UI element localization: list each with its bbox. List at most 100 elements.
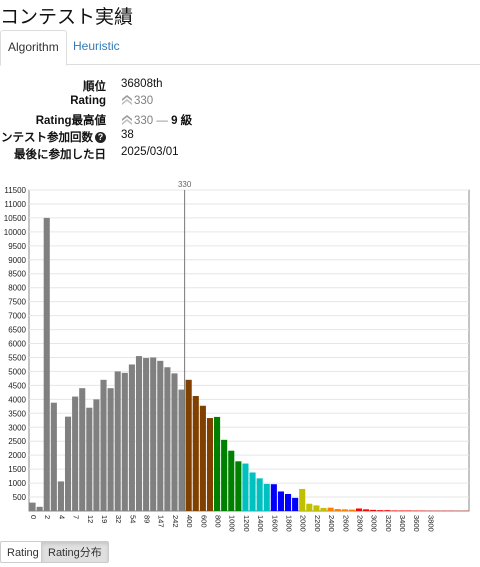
y-tick-label: 3500 xyxy=(8,409,26,418)
rank-chevron-icon xyxy=(122,95,132,105)
histogram-bar xyxy=(327,507,334,511)
distribution-button[interactable]: Rating分布 xyxy=(41,541,109,563)
question-icon[interactable]: ? xyxy=(95,132,106,143)
y-tick-label: 1500 xyxy=(8,465,26,474)
x-tick-label: 2200 xyxy=(313,515,322,532)
histogram-bar xyxy=(214,416,221,511)
histogram-bar xyxy=(263,483,270,511)
y-tick-label: 11000 xyxy=(4,200,26,209)
histogram-bar xyxy=(114,371,121,511)
histogram-bar xyxy=(313,505,320,511)
histogram-bar xyxy=(185,379,192,511)
histogram-bar xyxy=(178,389,185,511)
histogram-bar xyxy=(370,509,377,511)
histogram-bar xyxy=(43,217,50,511)
y-tick-label: 10000 xyxy=(4,228,27,237)
tab-heuristic[interactable]: Heuristic xyxy=(73,39,120,53)
histogram-bar xyxy=(277,491,284,511)
histogram-bar xyxy=(221,439,228,511)
histogram-bar xyxy=(384,510,391,511)
histogram-bar xyxy=(107,388,114,511)
x-tick-label: 12 xyxy=(86,515,95,523)
y-tick-label: 2500 xyxy=(8,437,26,446)
x-tick-label: 400 xyxy=(185,515,194,528)
rating-label: Rating xyxy=(70,95,106,107)
x-tick-label: 3800 xyxy=(426,515,435,532)
y-tick-label: 2000 xyxy=(8,451,26,460)
y-tick-label: 500 xyxy=(13,493,27,502)
histogram-bar xyxy=(121,372,128,511)
histogram-bar xyxy=(270,484,277,511)
histogram-bar xyxy=(299,488,306,511)
tab-algorithm[interactable]: Algorithm xyxy=(0,30,67,66)
rank-chevron-icon xyxy=(122,115,132,125)
x-tick-label: 3400 xyxy=(398,515,407,532)
x-tick-label: 2 xyxy=(43,515,52,519)
rating-button[interactable]: Rating xyxy=(0,541,46,563)
x-tick-label: 2600 xyxy=(341,515,350,532)
histogram-bar xyxy=(171,373,178,511)
x-tick-label: 147 xyxy=(157,515,166,528)
histogram-bar xyxy=(341,509,348,511)
histogram-bar xyxy=(86,407,93,511)
x-tick-label: 3000 xyxy=(370,515,379,532)
y-tick-label: 11500 xyxy=(4,186,26,195)
y-tick-label: 7500 xyxy=(8,298,26,307)
contests-label-cell: コンテスト参加回数? xyxy=(0,129,106,145)
histogram-bar xyxy=(157,360,164,511)
histogram-bar xyxy=(405,510,412,511)
x-tick-label: 54 xyxy=(128,515,137,523)
histogram-bar xyxy=(334,509,341,511)
histogram-bar xyxy=(306,503,313,511)
histogram-bar xyxy=(292,497,299,511)
y-tick-label: 4500 xyxy=(8,381,26,390)
rating-marker-label: 330 xyxy=(178,180,192,189)
x-tick-label: 600 xyxy=(199,515,208,528)
x-tick-label: 89 xyxy=(143,515,152,523)
histogram-bar xyxy=(150,357,157,511)
y-tick-label: 6500 xyxy=(8,326,26,335)
x-tick-label: 19 xyxy=(100,515,109,523)
y-tick-label: 5500 xyxy=(8,353,26,362)
y-tick-label: 3000 xyxy=(8,423,26,432)
x-tick-label: 1600 xyxy=(270,515,279,532)
histogram-bar xyxy=(398,510,405,511)
y-tick-label: 7000 xyxy=(8,312,26,321)
histogram-bar xyxy=(135,356,143,511)
x-tick-label: 0 xyxy=(29,515,38,519)
histogram-bar xyxy=(256,478,263,511)
histogram-bar xyxy=(249,472,256,511)
histogram-bar xyxy=(377,510,384,511)
histogram-bar xyxy=(199,405,206,511)
histogram-bar xyxy=(143,358,150,511)
x-tick-label: 800 xyxy=(214,515,223,528)
highest-value-cell: 330 — 9 級 xyxy=(121,112,192,128)
histogram-bar xyxy=(50,402,57,511)
histogram-bar xyxy=(100,379,107,511)
x-tick-label: 2800 xyxy=(355,515,364,532)
x-tick-label: 7 xyxy=(72,515,81,519)
histogram-bar xyxy=(228,450,235,511)
histogram-bar xyxy=(93,399,100,511)
histogram-bar xyxy=(355,508,363,511)
histogram-bar xyxy=(128,364,135,511)
x-tick-label: 1400 xyxy=(256,515,265,532)
histogram-bar xyxy=(36,506,43,511)
y-tick-label: 1000 xyxy=(8,479,26,488)
histogram-bar xyxy=(391,510,398,511)
x-tick-label: 1800 xyxy=(284,515,293,532)
rank-label: 順位 xyxy=(83,81,106,93)
histogram-bar xyxy=(72,396,79,511)
histogram-bar xyxy=(192,396,199,511)
rating-distribution-chart: 5001000150020002500300035004000450050005… xyxy=(4,180,470,532)
y-tick-label: 5000 xyxy=(8,367,26,376)
highest-value: 330 xyxy=(134,115,154,127)
contests-label: コンテスト参加回数 xyxy=(0,132,93,144)
histogram-bar xyxy=(348,509,355,511)
x-tick-label: 2000 xyxy=(299,515,308,532)
histogram-bar xyxy=(242,463,249,511)
x-tick-label: 1200 xyxy=(242,515,251,532)
x-tick-label: 3200 xyxy=(384,515,393,532)
histogram-bar xyxy=(164,367,171,511)
y-tick-label: 4000 xyxy=(8,395,26,404)
